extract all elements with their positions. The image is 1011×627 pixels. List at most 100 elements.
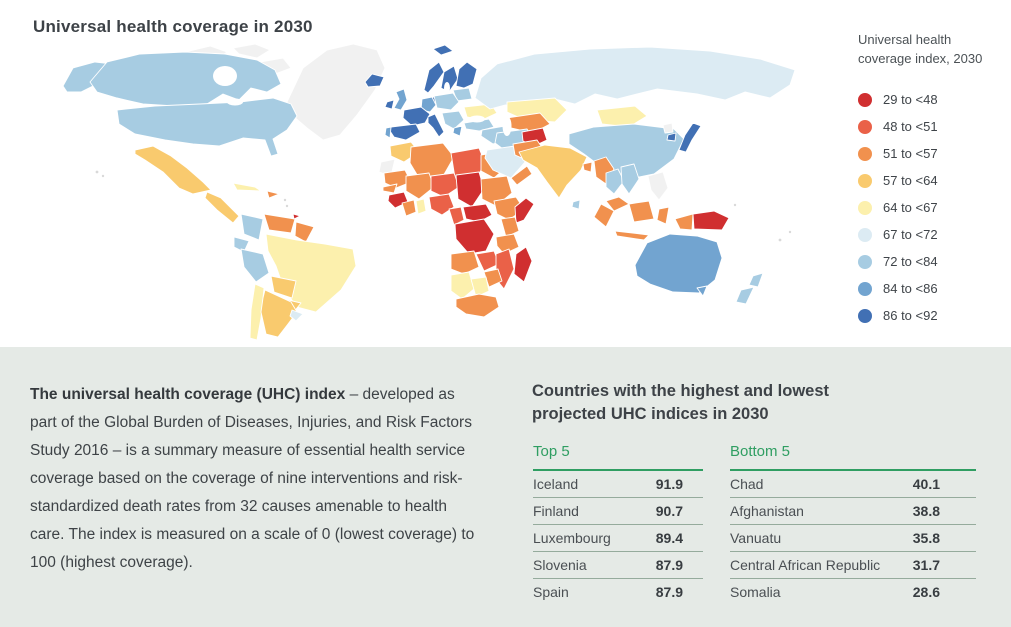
map-region-nigeria [428, 193, 455, 216]
country-value: 87.9 [655, 557, 683, 573]
map-region-mexico [134, 145, 212, 195]
map-region-ghana [415, 198, 427, 215]
map-region-balkans [441, 110, 465, 130]
map-legend: Universal health coverage index, 2030 29… [858, 30, 1010, 335]
map-region-niger [430, 172, 460, 198]
map-region-vietnam [620, 163, 640, 195]
country-name: Afghanistan [730, 503, 804, 519]
bottom5-table: Bottom 5 Chad 40.1 Afghanistan 38.8 Vanu… [730, 443, 976, 605]
map-region-ivorycoast [401, 199, 417, 217]
country-value: 38.8 [912, 503, 940, 519]
map-region-iceland [364, 73, 385, 88]
legend-items: 29 to <48 48 to <51 51 to <57 57 to <64 … [858, 92, 1010, 323]
island-speck [283, 198, 287, 202]
map-region-namibia [450, 271, 475, 300]
map-region-italy [427, 113, 445, 138]
country-value: 91.9 [655, 476, 683, 492]
island-speck [788, 230, 792, 234]
map-region-tanzania [495, 233, 520, 255]
island-speck [101, 174, 105, 178]
table-row: Vanuatu 35.8 [730, 525, 976, 552]
map-region-sumatra [593, 203, 615, 228]
map-region-spain [389, 123, 421, 141]
great-lakes [227, 98, 243, 106]
map-region-nz-south [735, 286, 755, 305]
legend-swatch-icon [858, 146, 872, 161]
country-name: Slovenia [533, 557, 587, 573]
map-region-chile [249, 283, 265, 341]
legend-swatch-icon [858, 92, 872, 107]
table-row: Luxembourg 89.4 [533, 525, 703, 552]
map-region-northkorea [662, 122, 674, 134]
country-name: Somalia [730, 584, 781, 600]
map-region-mauritania [383, 169, 412, 189]
caspian-sea [502, 116, 512, 136]
legend-swatch-icon [858, 308, 872, 323]
legend-item: 64 to <67 [858, 200, 1010, 215]
country-value: 35.8 [912, 530, 940, 546]
legend-label: 72 to <84 [883, 254, 938, 269]
legend-swatch-icon [858, 254, 872, 269]
map-region-ireland [384, 99, 395, 110]
map-region-car [462, 203, 493, 223]
map-region-thailand [605, 168, 625, 195]
page-title: Universal health coverage in 2030 [33, 17, 313, 37]
legend-item: 48 to <51 [858, 119, 1010, 134]
map-region-uruguay [289, 309, 304, 322]
map-region-mali [405, 172, 435, 200]
world-choropleth-map [35, 40, 847, 343]
map-region-southkorea [666, 132, 677, 142]
country-value: 89.4 [655, 530, 683, 546]
legend-title: Universal health coverage index, 2030 [858, 32, 983, 66]
legend-label: 84 to <86 [883, 281, 938, 296]
map-region-srilanka [571, 199, 581, 210]
map-region-philippines [647, 171, 669, 201]
map-region-finland [455, 61, 478, 89]
legend-item: 57 to <64 [858, 173, 1010, 188]
bottom5-title: Bottom 5 [730, 443, 976, 471]
country-name: Finland [533, 503, 579, 519]
island-speck [733, 203, 737, 207]
country-name: Iceland [533, 476, 579, 492]
legend-label: 64 to <67 [883, 200, 938, 215]
legend-label: 29 to <48 [883, 92, 938, 107]
country-name: Luxembourg [533, 530, 611, 546]
uhc-description: The universal health coverage (UHC) inde… [30, 381, 482, 577]
black-sea [469, 115, 485, 123]
map-region-westnewguinea [674, 213, 694, 231]
map-region-hispaniola [266, 190, 280, 199]
legend-label: 67 to <72 [883, 227, 938, 242]
country-value: 90.7 [655, 503, 683, 519]
map-region-bolivia [270, 275, 297, 299]
map-region-svalbard [432, 44, 454, 56]
island-speck [95, 170, 99, 174]
top5-table: Top 5 Iceland 91.9 Finland 90.7 Luxembou… [533, 443, 703, 605]
map-region-chad [455, 171, 485, 208]
table-row: Chad 40.1 [730, 471, 976, 498]
map-region-angola [450, 250, 480, 275]
table-row: Finland 90.7 [533, 498, 703, 525]
world-map-svg [62, 43, 796, 341]
map-region-japan [678, 122, 702, 153]
map-region-greece [452, 125, 463, 137]
table-row: Central African Republic 31.7 [730, 552, 976, 579]
country-name: Central African Republic [730, 557, 881, 573]
map-region-png [692, 210, 730, 231]
country-name: Spain [533, 584, 569, 600]
map-region-mongolia [596, 105, 648, 128]
map-region-borneo [628, 200, 655, 223]
island-speck [285, 204, 289, 208]
map-region-canada [89, 51, 282, 107]
legend-item: 72 to <84 [858, 254, 1010, 269]
map-region-tasmania [696, 285, 708, 297]
map-region-botswana [470, 276, 490, 298]
map-region-china [568, 123, 685, 180]
map-region-greenland [286, 43, 386, 141]
country-value: 28.6 [912, 584, 940, 600]
map-region-madagascar [513, 246, 533, 283]
map-region-drc [454, 218, 495, 255]
map-region-arctic2 [232, 43, 271, 59]
map-region-france [402, 106, 431, 127]
map-region-kenya [500, 216, 520, 238]
